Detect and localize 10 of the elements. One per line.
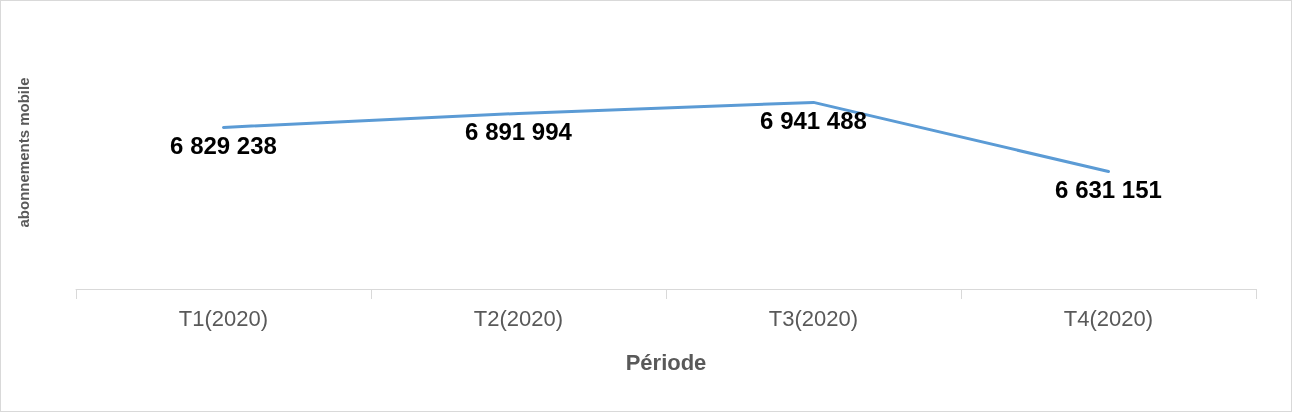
x-tick-label: T4(2020) <box>1063 305 1154 331</box>
data-label: 6 829 238 <box>170 131 277 159</box>
data-label: 6 631 151 <box>1055 176 1162 204</box>
x-tick-label: T3(2020) <box>768 305 859 331</box>
x-tick-label: T1(2020) <box>178 305 269 331</box>
data-label: 6 891 994 <box>465 117 573 145</box>
x-axis-title: Période <box>625 349 707 375</box>
x-tick-label: T2(2020) <box>473 305 564 331</box>
y-axis-title: abonnements mobile <box>15 77 32 228</box>
data-label: 6 941 488 <box>760 106 867 134</box>
